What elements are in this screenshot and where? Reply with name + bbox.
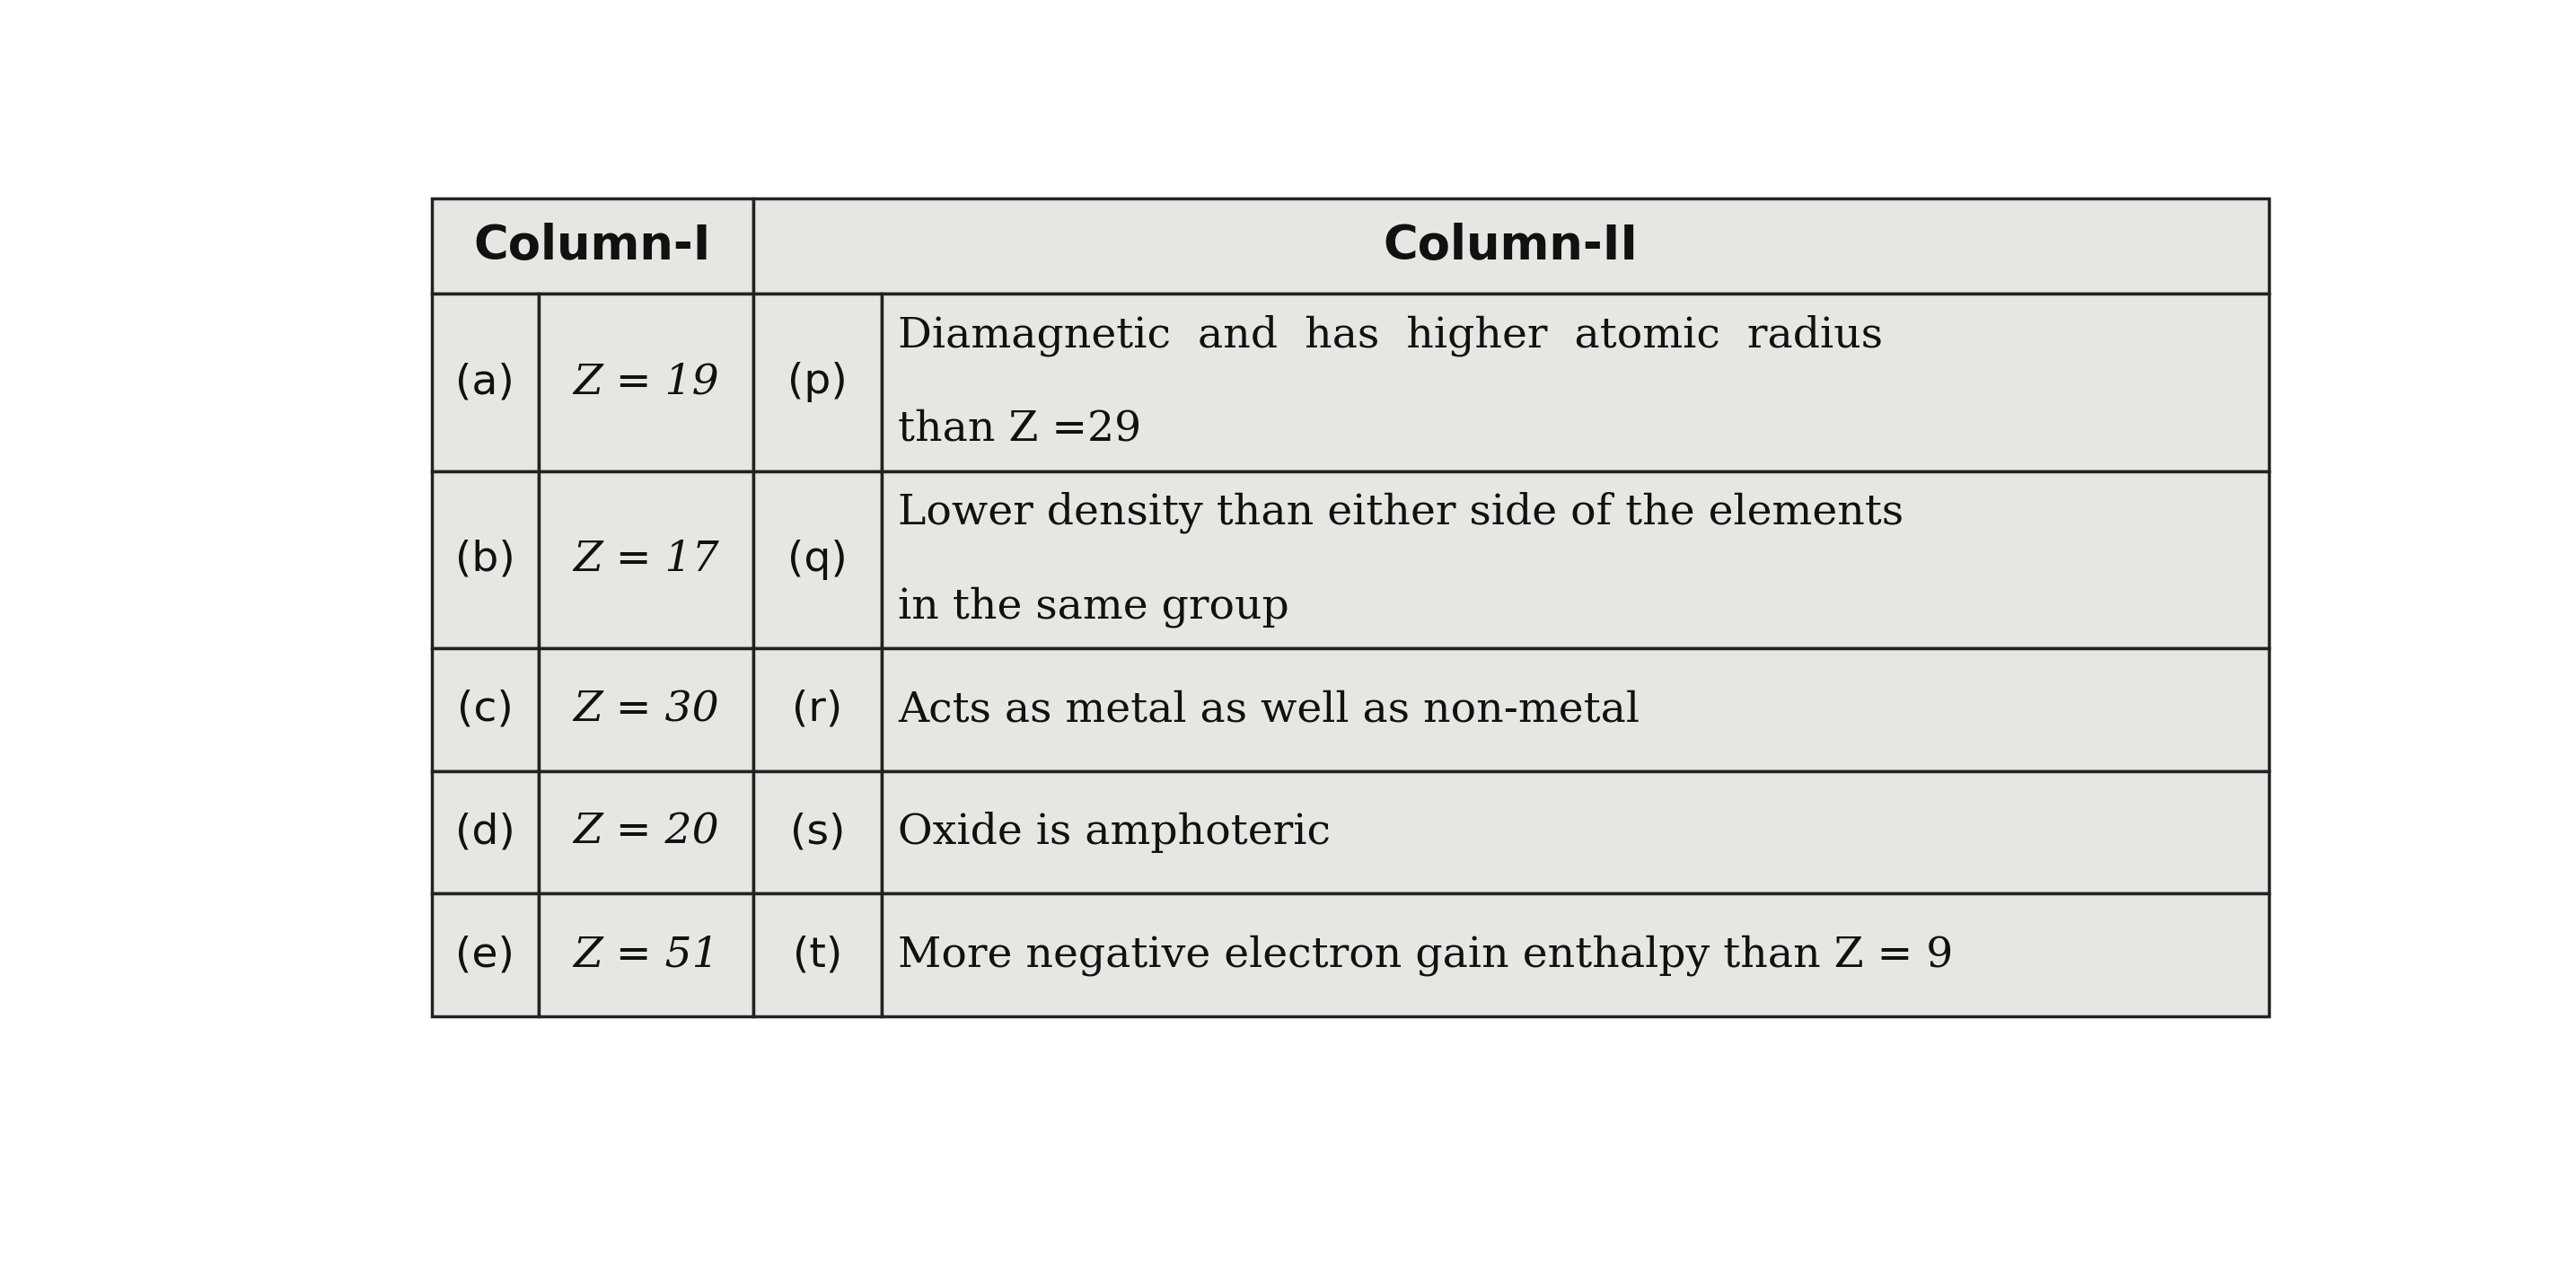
Bar [752, 199, 2269, 294]
Bar [752, 648, 881, 771]
Bar [433, 894, 538, 1016]
Text: Acts as metal as well as non-metal: Acts as metal as well as non-metal [899, 689, 1638, 730]
Bar [752, 771, 881, 894]
Text: Z = 30: Z = 30 [572, 689, 719, 730]
Text: (r): (r) [793, 689, 842, 730]
Text: than Z =29: than Z =29 [899, 409, 1141, 450]
Text: Column-II: Column-II [1383, 223, 1638, 269]
Bar [538, 771, 752, 894]
Text: (s): (s) [791, 812, 845, 853]
Bar [433, 294, 538, 471]
Text: Z = 19: Z = 19 [572, 362, 719, 403]
Bar [752, 471, 881, 648]
Bar [752, 294, 881, 471]
Bar [881, 471, 2269, 648]
Bar [752, 894, 881, 1016]
Bar [433, 648, 538, 771]
Text: in the same group: in the same group [899, 586, 1288, 627]
Bar [433, 771, 538, 894]
Bar [881, 894, 2269, 1016]
Text: Column-I: Column-I [474, 223, 711, 269]
Text: (p): (p) [788, 362, 848, 403]
Text: Diamagnetic  and  has  higher  atomic  radius: Diamagnetic and has higher atomic radius [899, 314, 1883, 357]
Bar [433, 471, 538, 648]
Bar [433, 199, 752, 294]
Bar [538, 294, 752, 471]
Text: (e): (e) [456, 935, 515, 975]
Bar [538, 471, 752, 648]
Text: Z = 20: Z = 20 [572, 812, 719, 853]
Bar [538, 648, 752, 771]
Text: Z = 17: Z = 17 [572, 539, 719, 580]
Text: (t): (t) [793, 935, 842, 975]
Text: (c): (c) [456, 689, 513, 730]
Text: (b): (b) [456, 539, 515, 580]
Text: Oxide is amphoteric: Oxide is amphoteric [899, 812, 1332, 853]
Bar [881, 294, 2269, 471]
Bar [881, 771, 2269, 894]
Text: (q): (q) [788, 539, 848, 580]
Text: More negative electron gain enthalpy than Z = 9: More negative electron gain enthalpy tha… [899, 934, 1953, 975]
Text: Z = 51: Z = 51 [572, 935, 719, 975]
Text: (d): (d) [456, 812, 515, 853]
Text: (a): (a) [456, 362, 515, 403]
Bar [538, 894, 752, 1016]
Text: Lower density than either side of the elements: Lower density than either side of the el… [899, 491, 1904, 534]
Bar [881, 648, 2269, 771]
